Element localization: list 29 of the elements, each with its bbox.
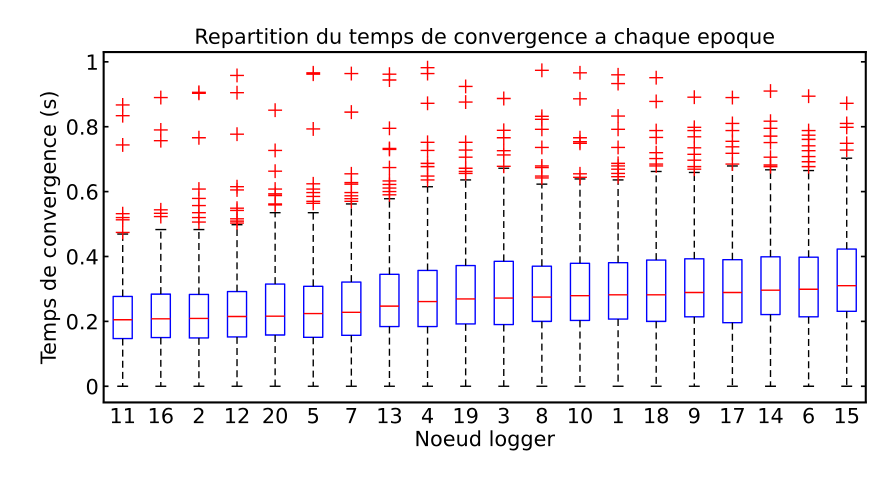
y-tick-label: 0: [86, 378, 98, 394]
chart-title: Repartition du temps de convergence a chaque epoque: [196, 28, 774, 48]
x-tick-label: 19: [454, 408, 478, 424]
y-tick-label: 0.8: [67, 119, 98, 135]
x-tick-label: 1: [614, 408, 623, 424]
y-tick-label: 1: [88, 54, 97, 70]
x-tick-label: 18: [645, 408, 668, 424]
x-tick-label: 7: [346, 408, 356, 424]
x-tick-label: 5: [308, 408, 318, 424]
y-tick-label: 0.2: [67, 314, 97, 330]
x-tick-label: 16: [150, 408, 173, 424]
x-tick-label: 2: [194, 408, 204, 424]
x-tick-label: 4: [422, 408, 434, 424]
x-tick-label: 3: [498, 408, 509, 424]
y-axis-title: Temps de convergence (s): [40, 92, 60, 364]
x-tick-label: 11: [112, 408, 134, 424]
x-tick-label: 6: [803, 408, 814, 424]
x-tick-label: 10: [569, 408, 592, 424]
y-tick-label: 0.4: [67, 248, 98, 265]
x-axis-title: Noeud logger: [416, 430, 555, 450]
x-tick-label: 8: [536, 408, 548, 424]
y-tick-label: 0.6: [67, 184, 98, 200]
x-tick-label: 17: [721, 408, 744, 424]
x-tick-label: 14: [760, 408, 783, 424]
x-tick-label: 20: [263, 408, 287, 424]
x-tick-label: 13: [378, 408, 402, 424]
x-tick-label: 15: [836, 408, 858, 424]
x-tick-label: 12: [226, 408, 248, 424]
x-tick-label: 9: [688, 408, 700, 424]
